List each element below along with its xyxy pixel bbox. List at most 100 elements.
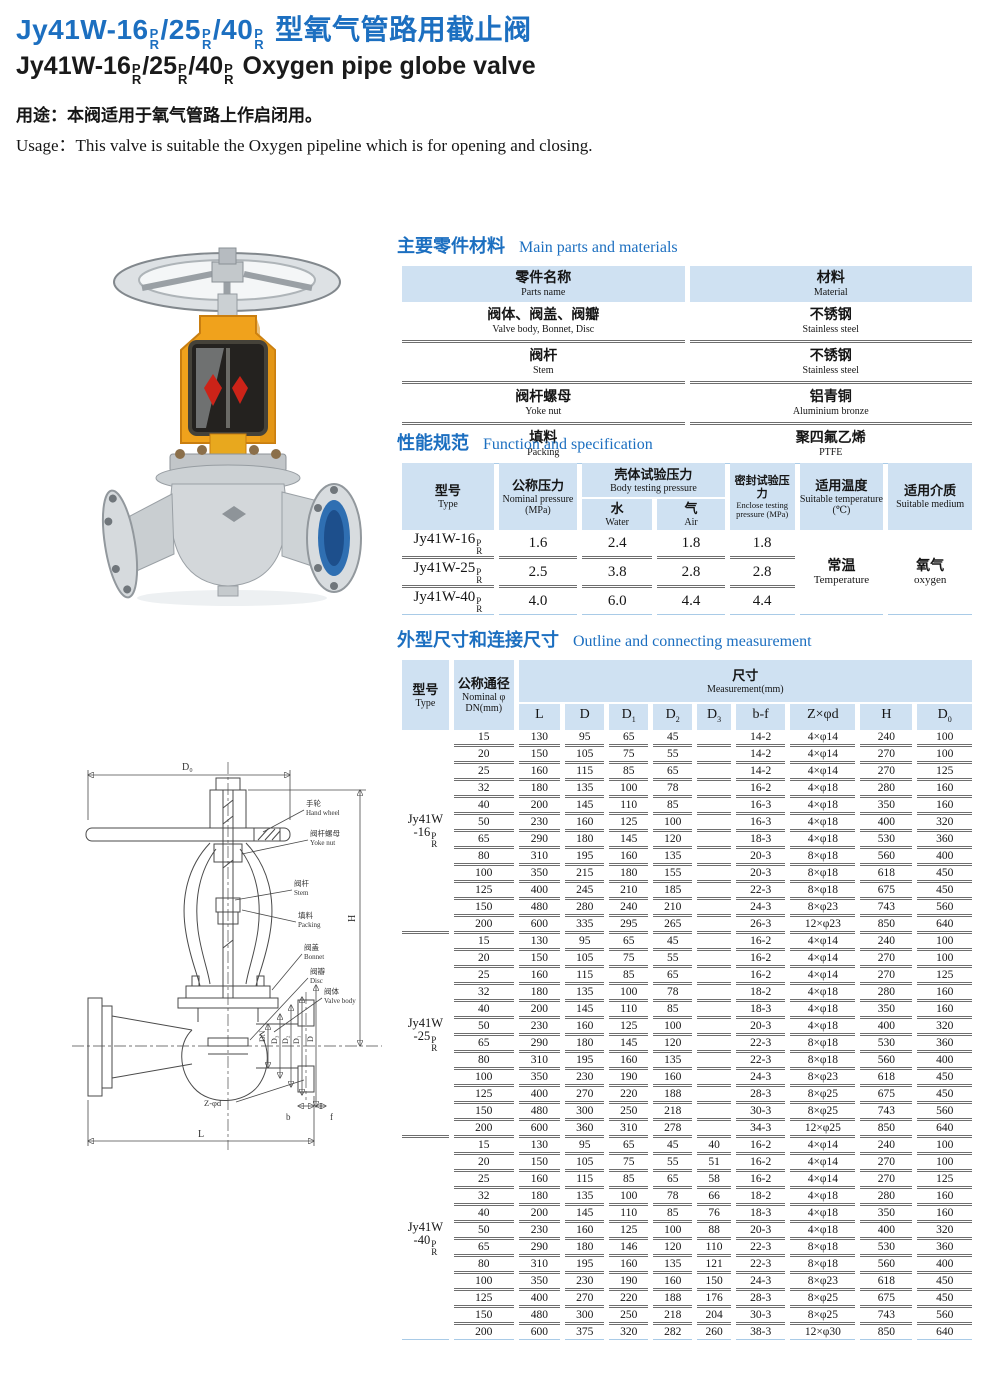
- dim-cell: 250: [609, 1104, 649, 1121]
- dim-cell: 18-2: [735, 1189, 786, 1206]
- dim-cell: 16-2: [735, 1138, 786, 1155]
- dim-row: 200 600 375 320 282 260 38-3 12×φ30 850 640: [402, 1325, 972, 1340]
- dim-cell: 270: [565, 1291, 605, 1308]
- callout-disc-cn: 阀瓣: [310, 966, 325, 976]
- dim-cell: 4×φ14: [790, 1155, 856, 1172]
- dim-cell: 20-3: [735, 866, 786, 883]
- dim-cell: 185: [653, 883, 693, 900]
- dim-cell: 15: [453, 730, 514, 747]
- dim-cell: 24-3: [735, 1274, 786, 1291]
- dim-cell: 240: [860, 1138, 913, 1155]
- dim-cell: 240: [860, 730, 913, 747]
- page-title-cn: Jy41W-16 P R/25 P R/40 P R 型氧气管路用截止阀: [16, 14, 532, 52]
- dim-cell: 4×φ18: [790, 1206, 856, 1223]
- dim-cell: 100: [453, 1070, 514, 1087]
- dim-cell: 105: [565, 1155, 605, 1172]
- dim-d3-label: D₃: [270, 1035, 279, 1044]
- callout-handwheel-en: Hand wheel: [306, 809, 340, 817]
- dim-cell: 18-3: [735, 1206, 786, 1223]
- dim-row: 200 600 360 310 278 34-3 12×φ25 850 640: [402, 1121, 972, 1138]
- valve-photo: [72, 236, 388, 610]
- dim-cell: 560: [917, 1104, 972, 1121]
- dim-cell: 400: [518, 1291, 561, 1308]
- dim-cell: 278: [653, 1121, 693, 1138]
- dim-cell: 65: [453, 1240, 514, 1257]
- valve-drawing: D₀ H DN D₃ D₂ D₁ D b f Z-φd: [58, 748, 392, 1174]
- dim-cell: 110: [609, 798, 649, 815]
- dim-cell: 640: [917, 917, 972, 934]
- spec-value-cell: 6.0: [582, 588, 653, 615]
- dim-cell: 4×φ18: [790, 815, 856, 832]
- dim-cell: 105: [565, 747, 605, 764]
- spec-value-cell: 4.4: [657, 588, 725, 615]
- outline-header-row-2: L D D1 D2 D3 b-f Z×φd H D0: [402, 704, 972, 730]
- dim-cell: 22-3: [735, 883, 786, 900]
- dim-cell: 135: [565, 1189, 605, 1206]
- dim-cell: 160: [609, 849, 649, 866]
- col-header-D2: D2: [653, 704, 693, 730]
- dim-cell: [697, 1053, 731, 1070]
- dim-cell: 320: [609, 1325, 649, 1340]
- dim-row: 20 150 105 75 55 16-2 4×φ14 270 100: [402, 951, 972, 968]
- dim-cell: 230: [565, 1070, 605, 1087]
- dim-cell: 176: [697, 1291, 731, 1308]
- dim-cell: 360: [565, 1121, 605, 1138]
- dim-cell: 65: [653, 764, 693, 781]
- dim-cell: 100: [653, 815, 693, 832]
- dim-cell: 4×φ14: [790, 747, 856, 764]
- dim-row: 65 290 180 145 120 18-3 4×φ18 530 360: [402, 832, 972, 849]
- dim-cell: 135: [653, 1257, 693, 1274]
- dim-cell: 16-2: [735, 934, 786, 951]
- dim-cell: 32: [453, 985, 514, 1002]
- spec-value-cell: 3.8: [582, 559, 653, 588]
- dim-cell: 135: [653, 849, 693, 866]
- dim-cell: 125: [609, 1223, 649, 1240]
- dim-cell: 350: [860, 1002, 913, 1019]
- spec-value-cell: 1.6: [498, 530, 578, 559]
- dim-cell: 230: [565, 1274, 605, 1291]
- type-group-label: Jy41W -25 P R: [402, 934, 449, 1138]
- spec-header-nominal: 公称压力 Nominal pressure (MPa): [498, 463, 578, 530]
- dim-cell: 400: [917, 849, 972, 866]
- dim-cell: 4×φ18: [790, 1223, 856, 1240]
- parts-header-material: 材料 Material: [689, 266, 972, 302]
- dim-cell: 145: [609, 1036, 649, 1053]
- dim-cell: 25: [453, 764, 514, 781]
- dim-row: 50 230 160 125 100 16-3 4×φ18 400 320: [402, 815, 972, 832]
- spec-header-enclose: 密封试验压力 Enclose testing pressure (MPa): [729, 463, 795, 530]
- dim-cell: 22-3: [735, 1240, 786, 1257]
- dim-cell: 160: [917, 985, 972, 1002]
- parts-header-name: 零件名称 Parts name: [402, 266, 685, 302]
- dim-cell: 16-2: [735, 781, 786, 798]
- dim-cell: 450: [917, 1274, 972, 1291]
- dim-cell: 51: [697, 1155, 731, 1172]
- dim-row: 125 400 245 210 185 22-3 8×φ18 675 450: [402, 883, 972, 900]
- dim-cell: 8×φ23: [790, 1070, 856, 1087]
- dim-cell: 180: [518, 985, 561, 1002]
- dim-cell: 20: [453, 1155, 514, 1172]
- dim-row: 32 180 135 100 78 16-2 4×φ18 280 160: [402, 781, 972, 798]
- parts-title-en: Main parts and materials: [519, 239, 678, 256]
- dim-row: 65 290 180 146 120 110 22-3 8×φ18 530 360: [402, 1240, 972, 1257]
- dim-cell: 204: [697, 1308, 731, 1325]
- dim-cell: 350: [518, 1070, 561, 1087]
- dim-cell: [697, 1002, 731, 1019]
- dim-cell: 160: [518, 1172, 561, 1189]
- dim-cell: 40: [453, 1206, 514, 1223]
- dim-row: 150 480 280 240 210 24-3 8×φ23 743 560: [402, 900, 972, 917]
- dim-cell: 8×φ18: [790, 883, 856, 900]
- dim-cell: 4×φ14: [790, 951, 856, 968]
- dim-cell: 50: [453, 1019, 514, 1036]
- dim-cell: 100: [609, 985, 649, 1002]
- dim-cell: 30-3: [735, 1104, 786, 1121]
- dim-cell: 8×φ18: [790, 1257, 856, 1274]
- dim-cell: 280: [565, 900, 605, 917]
- dim-l-label: L: [198, 1129, 204, 1140]
- table-row: 阀杆 Stem 不锈钢 Stainless steel: [402, 343, 972, 384]
- outline-title-cn: 外型尺寸和连接尺寸: [397, 630, 559, 650]
- callout-packing-cn: 填料: [298, 910, 313, 920]
- dim-cell: 125: [453, 1291, 514, 1308]
- dim-cell: 145: [609, 832, 649, 849]
